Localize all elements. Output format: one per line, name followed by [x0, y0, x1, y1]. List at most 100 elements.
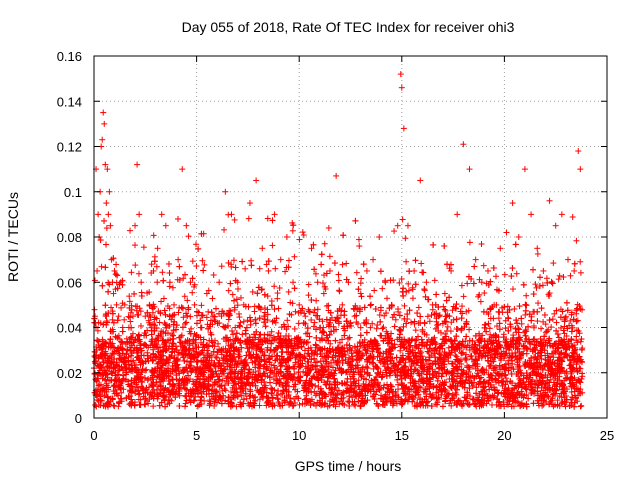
- data-point-bg: [380, 324, 387, 331]
- data-point-bg: [454, 326, 461, 333]
- data-point-bg: [118, 304, 125, 311]
- data-point-bg: [368, 301, 375, 308]
- data-point-bg: [352, 402, 359, 409]
- data-point-bg: [412, 327, 419, 334]
- data-point-bg: [269, 242, 276, 249]
- data-point-bg: [562, 313, 569, 320]
- data-point-bg: [239, 331, 246, 338]
- data-point-bg: [150, 232, 157, 239]
- data-point-bg: [291, 325, 298, 332]
- data-point-bg: [578, 402, 585, 409]
- data-point-bg: [321, 272, 328, 279]
- data-point-bg: [357, 324, 364, 331]
- data-point-bg: [384, 295, 391, 302]
- data-point-bg: [132, 388, 139, 395]
- data-point-bg: [428, 394, 435, 401]
- data-point-bg: [336, 287, 343, 294]
- data-point-bg: [127, 227, 134, 234]
- data-point-bg: [209, 295, 216, 302]
- data-point-bg: [371, 287, 378, 294]
- data-point-bg: [187, 313, 194, 320]
- data-point-bg: [569, 214, 576, 221]
- data-point-bg: [534, 318, 541, 325]
- data-point-bg: [549, 280, 556, 287]
- data-point-bg: [394, 306, 401, 313]
- data-point-bg: [391, 228, 398, 235]
- data-point-bg: [325, 224, 332, 231]
- data-point-bg: [271, 306, 278, 313]
- data-point-bg: [203, 314, 210, 321]
- data-point-bg: [448, 402, 455, 409]
- data-point-bg: [135, 270, 142, 277]
- data-point-bg: [492, 273, 499, 280]
- data-point-bg: [379, 325, 386, 332]
- data-point-bg: [398, 276, 405, 283]
- data-point-bg: [128, 269, 135, 276]
- data-point-bg: [289, 227, 296, 234]
- data-point-bg: [335, 271, 342, 278]
- data-point-bg: [367, 302, 374, 309]
- data-point-bg: [494, 323, 501, 330]
- data-point-bg: [379, 285, 386, 292]
- data-point-bg: [501, 271, 508, 278]
- data-point-bg: [201, 261, 208, 268]
- data-point-bg: [305, 292, 312, 299]
- data-point-bg: [509, 265, 516, 272]
- data-point-bg: [356, 236, 363, 243]
- data-point-bg: [296, 236, 303, 243]
- data-point-bg: [285, 257, 292, 264]
- data-point-bg: [549, 316, 556, 323]
- data-point-bg: [553, 319, 560, 326]
- data-point-bg: [150, 403, 157, 410]
- data-point-bg: [126, 314, 133, 321]
- data-point-bg: [237, 294, 244, 301]
- data-point-bg: [277, 391, 284, 398]
- data-point-bg: [218, 263, 225, 270]
- data-point-bg: [291, 253, 298, 260]
- data-point-bg: [189, 289, 196, 296]
- data-point-bg: [301, 310, 308, 317]
- data-point-bg: [210, 272, 217, 279]
- data-point-bg: [236, 314, 243, 321]
- data-point-bg: [403, 258, 410, 265]
- data-point-bg: [544, 328, 551, 335]
- data-point-bg: [292, 308, 299, 315]
- data-point-bg: [428, 312, 435, 319]
- data-point-bg: [120, 386, 127, 393]
- data-point-bg: [252, 316, 259, 323]
- data-point-bg: [158, 298, 165, 305]
- data-point-bg: [256, 402, 263, 409]
- data-point-bg: [219, 377, 226, 384]
- data-point-bg: [182, 320, 189, 327]
- data-point-bg: [275, 305, 282, 312]
- data-point-bg: [240, 318, 247, 325]
- data-point-bg: [417, 313, 424, 320]
- data-point-bg: [409, 295, 416, 302]
- data-point-bg: [523, 292, 530, 299]
- data-point-bg: [274, 395, 281, 402]
- data-point-bg: [402, 235, 409, 242]
- data-point-bg: [110, 402, 117, 409]
- data-point-bg: [401, 302, 408, 309]
- data-point-bg: [358, 275, 365, 282]
- data-point-bg: [573, 237, 580, 244]
- data-point-bg: [226, 312, 233, 319]
- data-point-bg: [463, 308, 470, 315]
- data-point-bg: [513, 270, 520, 277]
- data-point-bg: [305, 281, 312, 288]
- data-point-bg: [284, 317, 291, 324]
- data-point-bg: [574, 317, 581, 324]
- data-point-bg: [251, 308, 258, 315]
- data-point-bg: [112, 271, 119, 278]
- data-point-bg: [132, 262, 139, 269]
- data-point-bg: [154, 279, 161, 286]
- data-point-bg: [361, 369, 368, 376]
- data-point-bg: [514, 320, 521, 327]
- data-points: [91, 71, 586, 410]
- data-point-bg: [148, 261, 155, 268]
- data-point-bg: [119, 339, 126, 346]
- data-point-bg: [563, 299, 570, 306]
- data-point-bg: [335, 277, 342, 284]
- data-point-bg: [399, 216, 406, 223]
- data-point-bg: [156, 319, 163, 326]
